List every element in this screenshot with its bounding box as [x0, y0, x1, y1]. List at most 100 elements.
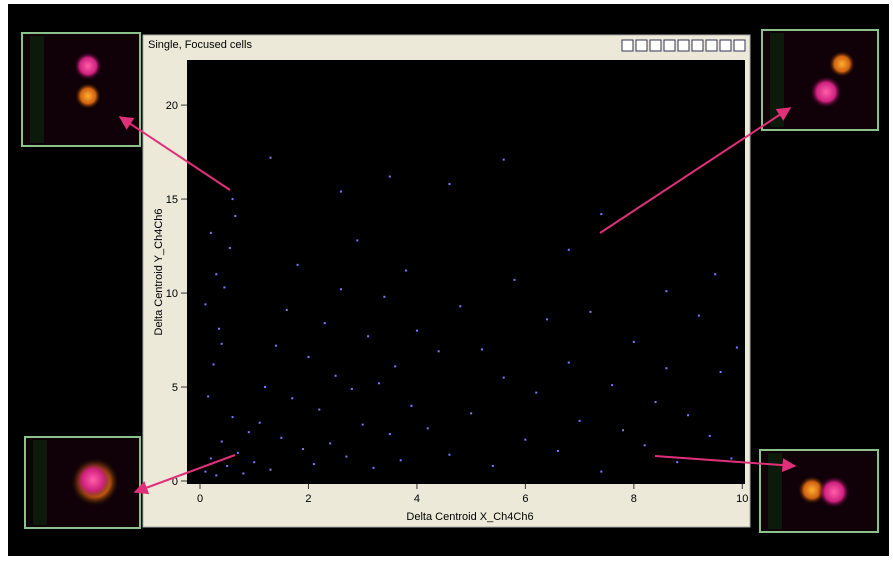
point: [448, 183, 451, 186]
point: [513, 278, 516, 281]
point: [269, 156, 272, 159]
point: [470, 412, 473, 415]
point: [394, 365, 397, 368]
point: [367, 335, 370, 338]
point: [735, 346, 738, 349]
point: [388, 433, 391, 436]
thumbnail[interactable]: [21, 32, 141, 147]
thumbnail[interactable]: [761, 29, 879, 131]
point: [329, 442, 332, 445]
point: [269, 468, 272, 471]
point: [697, 314, 700, 317]
point: [226, 464, 229, 467]
window-title: Single, Focused cells: [148, 39, 252, 51]
point: [480, 348, 483, 351]
point: [345, 455, 348, 458]
point: [410, 404, 413, 407]
point: [388, 175, 391, 178]
point: [448, 453, 451, 456]
point: [524, 438, 527, 441]
y-tick-label: 10: [166, 288, 178, 300]
point: [405, 269, 408, 272]
point: [223, 286, 226, 289]
point: [589, 310, 592, 313]
point: [215, 474, 218, 477]
point: [323, 322, 326, 325]
x-tick-label: 0: [197, 493, 203, 505]
point: [340, 190, 343, 193]
point: [372, 466, 375, 469]
point: [204, 470, 207, 473]
point: [665, 290, 668, 293]
point: [236, 451, 239, 454]
point: [719, 370, 722, 373]
point: [340, 288, 343, 291]
point: [285, 308, 288, 311]
point: [296, 263, 299, 266]
point: [264, 386, 267, 389]
point: [426, 427, 429, 430]
point: [361, 423, 364, 426]
point: [318, 408, 321, 411]
x-tick-label: 6: [522, 493, 528, 505]
point: [665, 367, 668, 370]
point: [632, 340, 635, 343]
thumbnail[interactable]: [24, 436, 141, 529]
point: [274, 344, 277, 347]
point: [567, 361, 570, 364]
y-axis-label: Delta Centroid Y_Ch4Ch6: [153, 209, 165, 336]
point: [312, 463, 315, 466]
point: [600, 213, 603, 216]
point: [399, 459, 402, 462]
y-tick-label: 5: [172, 382, 178, 394]
point: [611, 384, 614, 387]
point: [491, 464, 494, 467]
x-tick-label: 2: [305, 493, 311, 505]
point: [502, 376, 505, 379]
point: [215, 273, 218, 276]
arrow: [133, 454, 236, 495]
point: [383, 295, 386, 298]
point: [231, 416, 234, 419]
point: [231, 198, 234, 201]
point: [600, 470, 603, 473]
point: [217, 327, 220, 330]
point: [220, 440, 223, 443]
x-axis-label: Delta Centroid X_Ch4Ch6: [406, 511, 533, 523]
point: [415, 329, 418, 332]
point: [459, 305, 462, 308]
point: [334, 374, 337, 377]
point: [302, 448, 305, 451]
arrow: [118, 116, 231, 191]
point: [356, 239, 359, 242]
point: [350, 387, 353, 390]
point: [437, 350, 440, 353]
point: [687, 414, 690, 417]
point: [676, 461, 679, 464]
point: [502, 158, 505, 161]
x-tick-label: 10: [736, 493, 748, 505]
toolbar[interactable]: [621, 39, 746, 52]
plot-area: [187, 60, 745, 484]
point: [212, 363, 215, 366]
point: [291, 397, 294, 400]
point: [307, 355, 310, 358]
point: [207, 395, 210, 398]
point: [220, 342, 223, 345]
point: [258, 421, 261, 424]
point: [730, 457, 733, 460]
point: [209, 457, 212, 460]
point: [714, 273, 717, 276]
point: [280, 436, 283, 439]
point: [546, 318, 549, 321]
point: [253, 461, 256, 464]
point: [209, 231, 212, 234]
point: [247, 431, 250, 434]
x-tick-label: 8: [631, 493, 637, 505]
point: [204, 303, 207, 306]
point: [556, 449, 559, 452]
thumbnail[interactable]: [759, 449, 879, 533]
point: [578, 419, 581, 422]
x-tick-label: 4: [414, 493, 420, 505]
